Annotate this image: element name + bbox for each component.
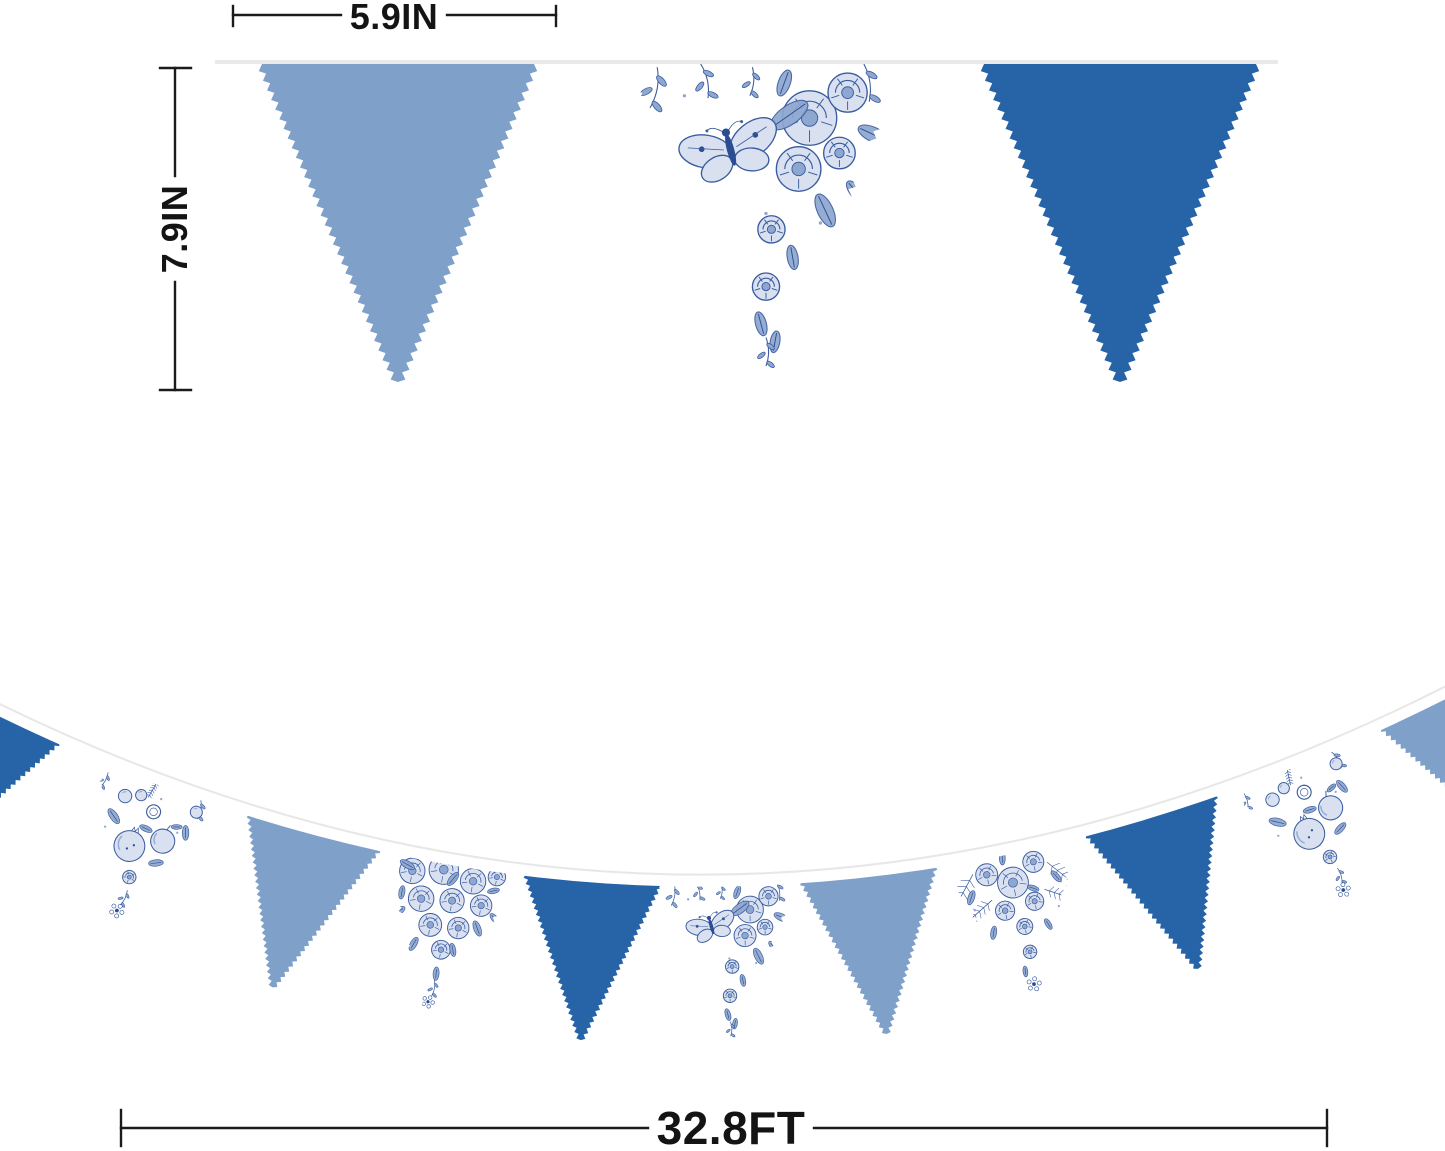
width-dimension-label: 5.9IN (350, 0, 439, 37)
pennant-flag-solid-dark (1085, 794, 1218, 969)
pennant-flag-toile-bouquet (939, 836, 1086, 1010)
pennant-flag-toile-rose (385, 850, 523, 1022)
length-dimension-label: 32.8FT (657, 1102, 806, 1151)
height-dimension: 7.9IN (154, 66, 195, 392)
length-dimension: 32.8FT (119, 1102, 1329, 1151)
pennant-flag-toile-fruit (1230, 738, 1359, 915)
pennant-flag-solid-light (258, 64, 538, 382)
pennant-flag-solid-dark (523, 873, 662, 1041)
height-dimension-label: 7.9IN (154, 185, 195, 274)
bottom-string-ribbon (0, 685, 1445, 887)
pennant-flag-solid-light (800, 865, 938, 1035)
bottom-string-shadow (0, 685, 1445, 876)
pennant-flag-toile-butterfly-rose (659, 881, 798, 1045)
pennant-flag-toile-fruit (98, 759, 228, 935)
pennant-flag-toile-butterfly-rose (626, 64, 906, 382)
pennant-flag-solid-light (246, 813, 381, 988)
top-banner (215, 60, 1278, 382)
bottom-banner (0, 666, 1445, 1045)
width-dimension: 5.9IN (231, 0, 558, 37)
pennant-flag-solid-dark (980, 64, 1260, 382)
